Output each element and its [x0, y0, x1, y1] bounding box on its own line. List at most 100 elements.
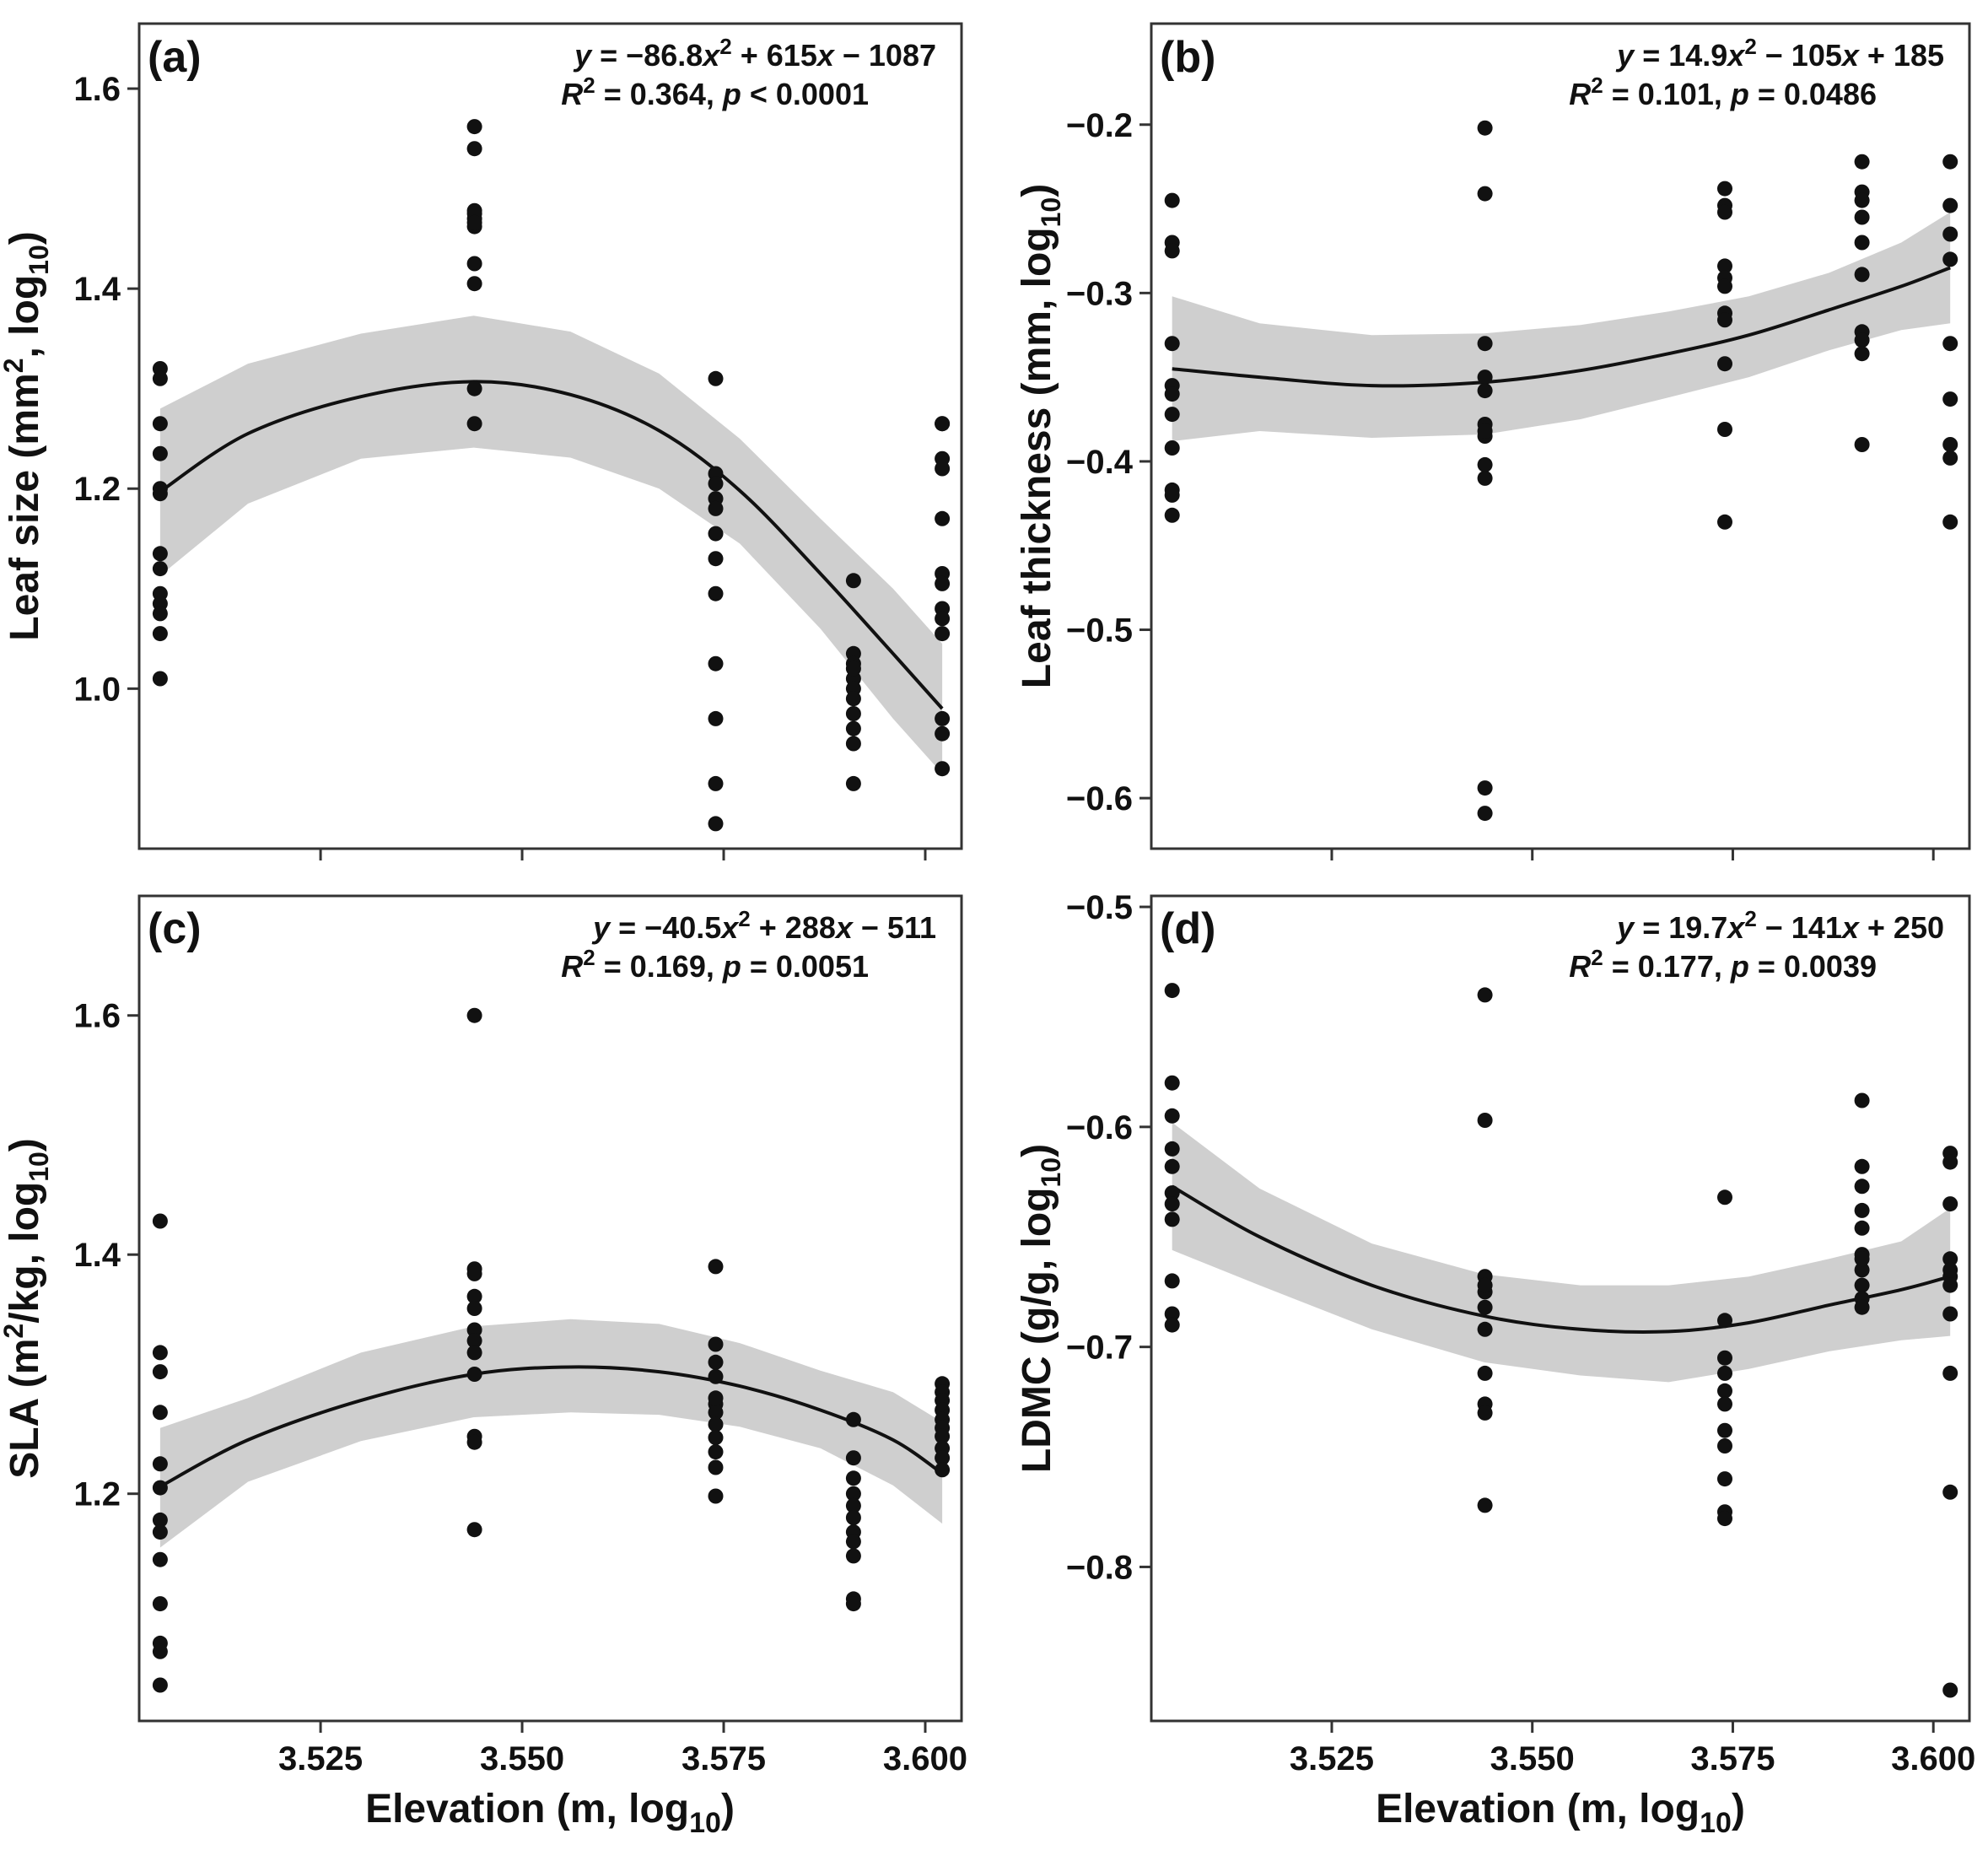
panel-a-data-point [152, 626, 168, 642]
panel-a-y-tick-label: 1.4 [73, 271, 121, 308]
panel-d-data-point [1942, 1484, 1958, 1500]
panel-d-data-point [1854, 1158, 1870, 1174]
panel-c-data-point [466, 1345, 482, 1361]
panel-a-data-point [466, 416, 482, 432]
panel-d-tag: (d) [1160, 904, 1215, 953]
panel-b-data-point [1164, 407, 1180, 423]
panel-b: −0.6 −0.5 −0.4 −0.3 −0.2 (b) y = 14.9x2 − 10… [1015, 22, 1971, 860]
panel-a-data-point [152, 546, 168, 562]
panel-b-equation-line-2: R2 = 0.101, p = 0.0486 [1569, 73, 1877, 111]
panel-b-data-point [1164, 507, 1180, 523]
panel-b-data-point [1854, 154, 1870, 170]
panel-b-data-point [1477, 456, 1493, 472]
panel-a-data-point [708, 551, 724, 567]
panel-b-data-point [1942, 450, 1958, 466]
panel-a-y-tick-label: 1.0 [73, 671, 121, 708]
panel-b-y-tick-label: −0.5 [1066, 612, 1133, 650]
panel-d-data-point [1717, 1350, 1732, 1366]
panel-b-data-point [1164, 440, 1180, 456]
panel-b-data-point [1717, 514, 1732, 530]
panel-a-data-point [466, 276, 482, 292]
panel-c-data-point [708, 1444, 724, 1460]
panel-b-data-point [1942, 226, 1958, 242]
panel-a-data-point [708, 710, 724, 726]
panel-d-data-point [1477, 987, 1493, 1003]
panel-d-data-point [1477, 1365, 1493, 1381]
panel-d-data-point [1854, 1277, 1870, 1293]
panel-b-data-point [1477, 470, 1493, 486]
panel-c-data-point [708, 1336, 724, 1352]
panel-b-data-point [1942, 514, 1958, 530]
panel-a-frame [137, 22, 963, 850]
panel-d-data-point [1477, 1321, 1493, 1337]
panel-c-data-point [466, 1322, 482, 1338]
panel-a-y-axis-title: Leaf size (mm2, log10) [0, 231, 54, 640]
panel-d-data-point [1942, 1365, 1958, 1381]
panel-c: 1.2 1.4 1.6 3.525 3.550 3.575 3.600 (c) y = −4… [0, 894, 967, 1777]
panel-c-data-point [935, 1462, 951, 1478]
panel-a-data-point [152, 416, 168, 432]
panel-b-data-point [1717, 204, 1732, 220]
panel-a-data-point [466, 119, 482, 135]
panel-d-equation-line-2: R2 = 0.177, p = 0.0039 [1569, 945, 1877, 984]
panel-a-equation-line-2: R2 = 0.364, p < 0.0001 [561, 73, 869, 111]
panel-d-x-tick-label: 3.525 [1290, 1740, 1374, 1777]
panel-c-data-point [708, 1354, 724, 1370]
panel-c-data-point [466, 1522, 482, 1538]
panel-a-data-point [708, 476, 724, 492]
panel-c-y-tick-label: 1.6 [73, 998, 121, 1035]
panel-a-data-point [935, 575, 951, 591]
panel-d-data-point [1942, 1196, 1958, 1212]
panel-c-data-point [152, 1456, 168, 1472]
panel-c-data-point [466, 1333, 482, 1349]
panel-d-x-tick-label: 3.600 [1891, 1740, 1975, 1777]
panel-a-y-tick-label: 1.2 [73, 471, 121, 508]
panel-d-data-point [1717, 1313, 1732, 1329]
panel-d-data-point [1164, 1185, 1180, 1201]
panel-b-y-tick-label: −0.4 [1066, 444, 1134, 481]
panel-a-data-point [935, 725, 951, 742]
panel-c-data-point [845, 1497, 861, 1513]
panel-c-frame [137, 894, 963, 1723]
panel-a-fit-line [159, 380, 944, 710]
panel-a-data-point [935, 611, 951, 627]
panel-d-data-point [1164, 1196, 1180, 1212]
panel-c-y-tick-label: 1.2 [73, 1476, 121, 1513]
panel-c-data-point [708, 1459, 724, 1475]
panel-d-equation-line-1: y = 19.7x2 − 141x + 250 [1615, 906, 1944, 945]
panel-b-data-point [1854, 437, 1870, 452]
panel-d-y-tick-label: −0.6 [1066, 1109, 1133, 1146]
panel-c-data-point [708, 1488, 724, 1504]
panel-b-y-axis-title-text: Leaf thickness (mm, log10) [1015, 184, 1066, 688]
panel-b-data-point [1942, 391, 1958, 407]
panel-b-equation-line-1: y = 14.9x2 − 105x + 185 [1615, 34, 1944, 73]
panel-c-data-point [845, 1470, 861, 1486]
panel-a-data-point [935, 416, 951, 432]
panel-d-data-point [1854, 1262, 1870, 1278]
panel-c-fit-line [159, 1365, 944, 1488]
panel-d-data-point [1164, 1075, 1180, 1091]
panel-b-data-point [1854, 332, 1870, 348]
panel-d-data-point [1717, 1189, 1732, 1205]
panel-a-data-point [466, 256, 482, 272]
panel-c-x-tick-label: 3.550 [480, 1740, 564, 1777]
panel-b-data-point [1477, 369, 1493, 386]
panel-c-equation-line-2: R2 = 0.169, p = 0.0051 [561, 945, 869, 984]
panel-b-y-tick-label: −0.6 [1066, 780, 1133, 817]
panel-a-data-point [152, 606, 168, 622]
panel-c-data-point [152, 1551, 168, 1567]
panel-d-data-point [1164, 1317, 1180, 1333]
panel-a-data-point [152, 671, 168, 687]
panel-c-data-point [152, 1480, 168, 1496]
panel-d-data-point [1164, 1211, 1180, 1227]
panel-c-data-point [152, 1524, 168, 1540]
panel-c-data-point [152, 1405, 168, 1421]
panel-b-data-point [1477, 806, 1493, 822]
panel-a-equation-line-1: y = −86.8x2 + 615x − 1087 [573, 34, 936, 73]
panel-b-data-point [1164, 192, 1180, 208]
panel-c-x-tick-label: 3.600 [883, 1740, 967, 1777]
panel-c-x-tick-label: 3.575 [682, 1740, 766, 1777]
panel-b-y-tick-label: −0.3 [1066, 275, 1133, 312]
panel-d-data-point [1164, 1306, 1180, 1322]
panel-a-data-point [845, 736, 861, 752]
